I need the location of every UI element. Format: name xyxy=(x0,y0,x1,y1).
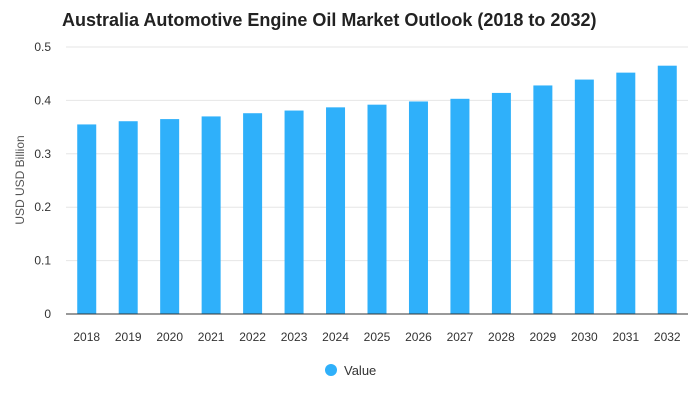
bars xyxy=(77,65,677,315)
y-tick-label: 0.4 xyxy=(34,93,51,107)
legend-swatch-value xyxy=(325,364,337,376)
x-tick-label: 2019 xyxy=(115,330,142,344)
x-axis-ticks: 2018 2019 2020 2021 2022 2023 2024 2025 2026 2027… xyxy=(73,330,681,344)
x-tick-label: 2026 xyxy=(405,330,432,344)
y-tick-label: 0.5 xyxy=(34,40,51,54)
y-tick-label: 0.3 xyxy=(34,147,51,161)
legend[interactable]: Value xyxy=(325,363,376,378)
x-tick-label: 2029 xyxy=(530,330,557,344)
bar-2026[interactable] xyxy=(408,101,428,314)
y-axis-label: USD USD Billion xyxy=(13,135,27,224)
x-tick-label: 2020 xyxy=(156,330,183,344)
x-tick-label: 2025 xyxy=(364,330,391,344)
chart-title: Australia Automotive Engine Oil Market O… xyxy=(62,10,596,30)
bar-2030[interactable] xyxy=(574,79,594,314)
x-tick-label: 2023 xyxy=(281,330,308,344)
y-axis-ticks: 0 0.1 0.2 0.3 0.4 0.5 xyxy=(34,40,51,321)
legend-label-value: Value xyxy=(344,363,376,378)
x-tick-label: 2030 xyxy=(571,330,598,344)
bar-2019[interactable] xyxy=(118,121,138,314)
y-tick-label: 0 xyxy=(44,307,51,321)
x-tick-label: 2032 xyxy=(654,330,681,344)
y-tick-label: 0.1 xyxy=(34,254,51,268)
x-tick-label: 2024 xyxy=(322,330,349,344)
bar-2031[interactable] xyxy=(616,72,636,314)
x-tick-label: 2022 xyxy=(239,330,266,344)
x-tick-label: 2018 xyxy=(73,330,100,344)
x-tick-label: 2021 xyxy=(198,330,225,344)
bar-2032[interactable] xyxy=(657,65,677,314)
x-tick-label: 2027 xyxy=(447,330,474,344)
bar-2021[interactable] xyxy=(201,116,221,314)
bar-2024[interactable] xyxy=(326,107,346,314)
y-tick-label: 0.2 xyxy=(34,200,51,214)
bar-2028[interactable] xyxy=(491,92,511,314)
x-tick-label: 2031 xyxy=(612,330,639,344)
bar-2023[interactable] xyxy=(284,110,304,315)
bar-2022[interactable] xyxy=(243,113,263,314)
x-tick-label: 2028 xyxy=(488,330,515,344)
bar-2018[interactable] xyxy=(77,124,97,315)
bar-2027[interactable] xyxy=(450,98,470,314)
bar-2020[interactable] xyxy=(160,119,180,314)
bar-2025[interactable] xyxy=(367,104,387,314)
bar-2029[interactable] xyxy=(533,85,553,314)
